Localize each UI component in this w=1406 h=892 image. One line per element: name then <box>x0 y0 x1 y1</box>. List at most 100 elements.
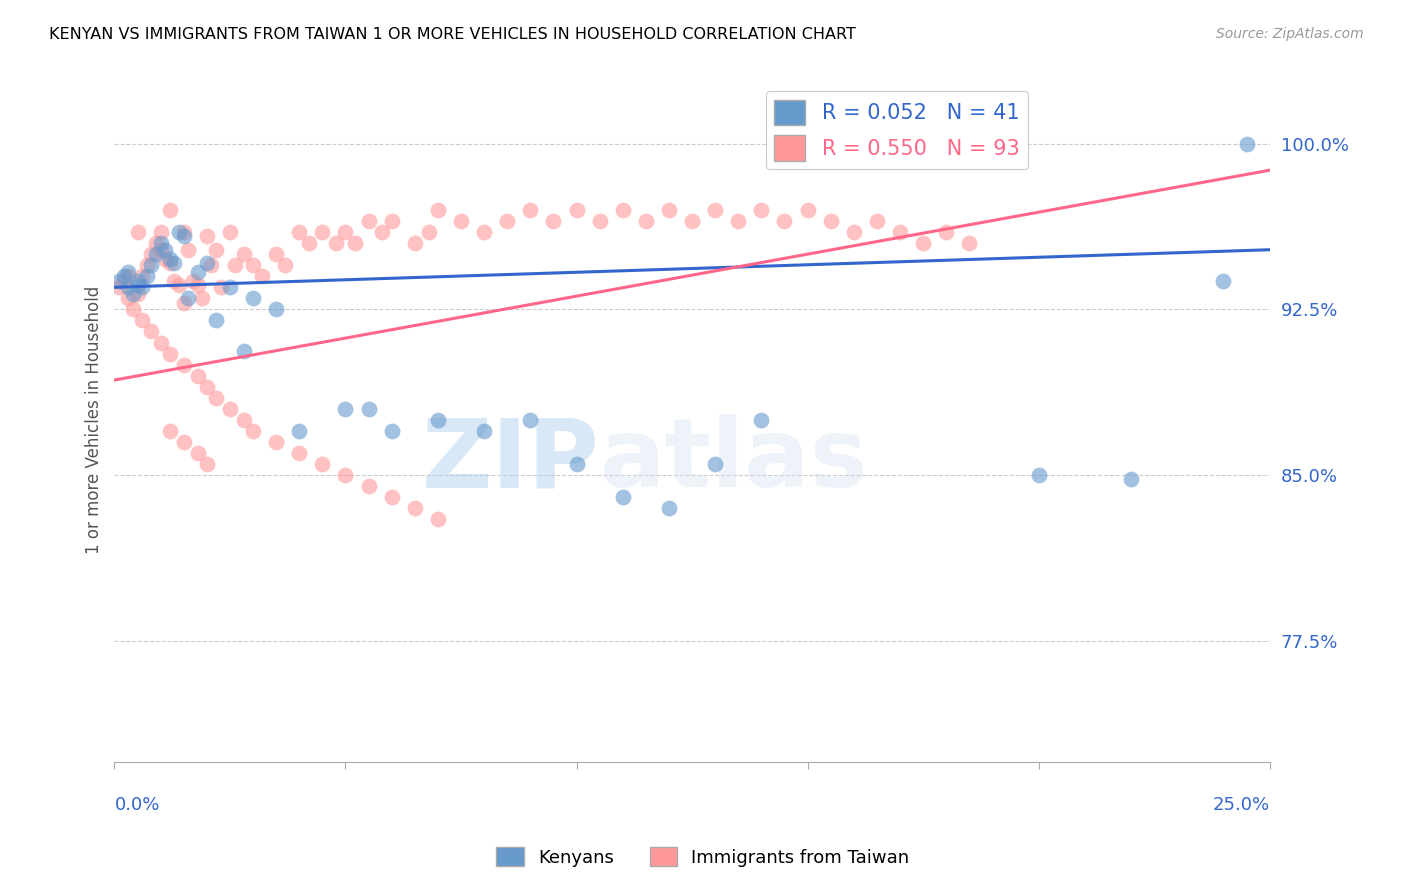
Point <box>159 252 181 266</box>
Point <box>311 457 333 471</box>
Point <box>796 202 818 217</box>
Point <box>112 274 135 288</box>
Text: KENYAN VS IMMIGRANTS FROM TAIWAN 1 OR MORE VEHICLES IN HOUSEHOLD CORRELATION CHA: KENYAN VS IMMIGRANTS FROM TAIWAN 1 OR MO… <box>49 27 856 42</box>
Point <box>288 446 311 460</box>
Point <box>173 358 195 372</box>
Point <box>122 287 145 301</box>
Point <box>357 479 380 493</box>
Point <box>658 202 681 217</box>
Point <box>889 225 911 239</box>
Point <box>426 512 449 526</box>
Point <box>426 202 449 217</box>
Point <box>219 280 242 294</box>
Point <box>141 325 163 339</box>
Point <box>866 214 889 228</box>
Point <box>658 501 681 516</box>
Point <box>381 490 404 504</box>
Point <box>163 274 186 288</box>
Point <box>145 247 167 261</box>
Point <box>187 265 209 279</box>
Point <box>335 225 357 239</box>
Point <box>205 243 228 257</box>
Point <box>141 258 163 272</box>
Point <box>371 225 394 239</box>
Legend: Kenyans, Immigrants from Taiwan: Kenyans, Immigrants from Taiwan <box>489 840 917 874</box>
Point <box>117 265 139 279</box>
Point <box>141 247 163 261</box>
Point <box>209 280 232 294</box>
Point <box>357 214 380 228</box>
Point <box>634 214 657 228</box>
Point <box>450 214 472 228</box>
Point <box>127 225 149 239</box>
Point <box>112 269 135 284</box>
Point <box>131 280 153 294</box>
Point <box>727 214 749 228</box>
Point <box>311 225 333 239</box>
Point <box>195 229 218 244</box>
Point <box>1212 274 1234 288</box>
Point <box>418 225 440 239</box>
Legend: R = 0.052   N = 41, R = 0.550   N = 93: R = 0.052 N = 41, R = 0.550 N = 93 <box>766 91 1028 169</box>
Point <box>187 446 209 460</box>
Point <box>177 291 200 305</box>
Point <box>131 269 153 284</box>
Point <box>177 243 200 257</box>
Point <box>219 225 242 239</box>
Point <box>404 236 426 251</box>
Point <box>181 274 204 288</box>
Point <box>127 274 149 288</box>
Point <box>219 401 242 416</box>
Point <box>252 269 274 284</box>
Point <box>912 236 935 251</box>
Point <box>381 424 404 438</box>
Y-axis label: 1 or more Vehicles in Household: 1 or more Vehicles in Household <box>86 285 103 554</box>
Point <box>167 225 190 239</box>
Point <box>381 214 404 228</box>
Point <box>519 413 541 427</box>
Point <box>187 368 209 383</box>
Point <box>127 287 149 301</box>
Point <box>519 202 541 217</box>
Point <box>232 413 254 427</box>
Point <box>264 434 287 449</box>
Point <box>159 346 181 360</box>
Point <box>565 457 588 471</box>
Point <box>820 214 842 228</box>
Point <box>264 247 287 261</box>
Point <box>224 258 246 272</box>
Point <box>543 214 565 228</box>
Point <box>155 243 177 257</box>
Point <box>163 256 186 270</box>
Point <box>159 424 181 438</box>
Point <box>117 269 139 284</box>
Point <box>472 225 495 239</box>
Point <box>205 313 228 327</box>
Point <box>187 278 209 293</box>
Point <box>149 236 172 251</box>
Text: Source: ZipAtlas.com: Source: ZipAtlas.com <box>1216 27 1364 41</box>
Point <box>335 468 357 483</box>
Point <box>117 291 139 305</box>
Point <box>159 202 181 217</box>
Point <box>200 258 222 272</box>
Point <box>297 236 319 251</box>
Point <box>131 313 153 327</box>
Point <box>472 424 495 438</box>
Point <box>195 256 218 270</box>
Point <box>588 214 610 228</box>
Point <box>751 413 773 427</box>
Point <box>173 295 195 310</box>
Point <box>612 490 634 504</box>
Point <box>565 202 588 217</box>
Point <box>117 280 139 294</box>
Text: ZIP: ZIP <box>422 415 599 508</box>
Point <box>167 278 190 293</box>
Point <box>242 424 264 438</box>
Point <box>1119 473 1142 487</box>
Point <box>496 214 519 228</box>
Point <box>343 236 366 251</box>
Point <box>242 258 264 272</box>
Point <box>149 335 172 350</box>
Point <box>274 258 297 272</box>
